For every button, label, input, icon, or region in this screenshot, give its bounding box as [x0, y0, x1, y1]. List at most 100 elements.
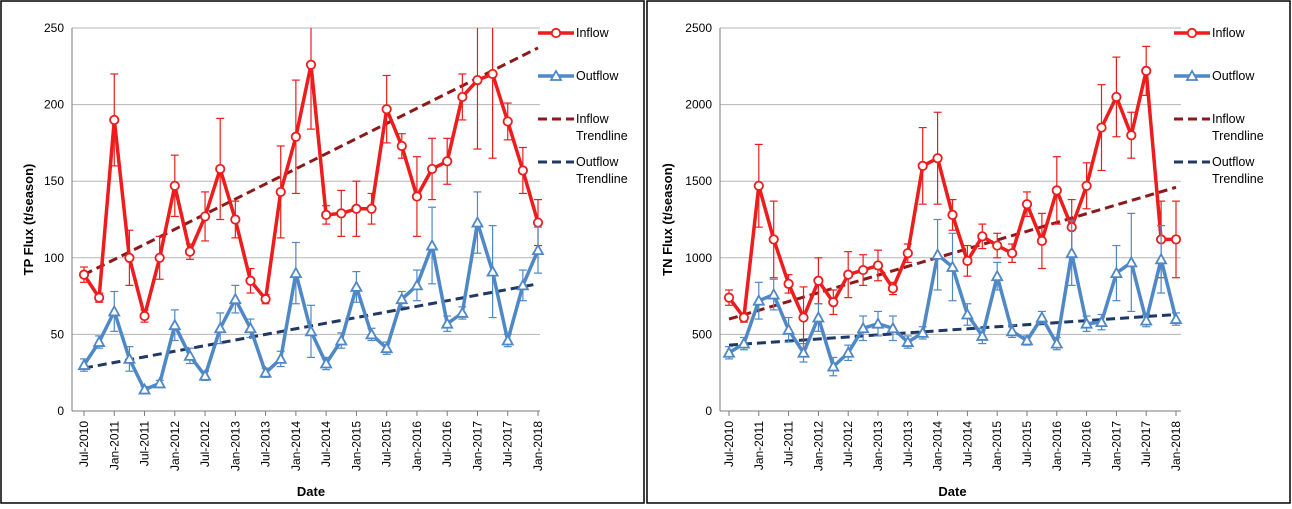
legend-marker — [549, 69, 563, 81]
y-tick-label: 0 — [57, 404, 64, 418]
legend-label: Outflow Trendline — [576, 155, 628, 186]
inflow-point — [442, 156, 453, 167]
legend-marker — [1185, 69, 1199, 81]
x-tick-label: Jan-2018 — [531, 421, 545, 471]
outflow-point — [752, 293, 766, 306]
legend-item-outflow: Outflow — [1174, 69, 1255, 83]
inflow-point — [1170, 234, 1182, 245]
outflow-point — [425, 238, 439, 251]
outflow-point — [486, 264, 500, 277]
y-tick-label: 200 — [44, 98, 64, 112]
outflow-point — [349, 280, 363, 292]
x-tick-label: Jul-2015 — [1020, 421, 1034, 467]
x-tick-label: Jan-2014 — [931, 421, 945, 471]
inflow-point — [1006, 248, 1018, 259]
inflow-point — [199, 211, 211, 222]
outflow-point — [960, 307, 974, 320]
x-tick-label: Jan-2011 — [752, 421, 766, 470]
outflow-point — [138, 382, 152, 395]
x-axis-title: Date — [938, 484, 966, 499]
x-tick-label: Jan-2013 — [228, 421, 242, 471]
inflow-point — [336, 208, 347, 219]
outflow-point — [826, 359, 840, 372]
outflow-point — [213, 321, 227, 334]
outflow-point — [1005, 324, 1019, 337]
x-tick-label: Jul-2016 — [1080, 421, 1094, 467]
x-tick-label: Jul-2016 — [440, 421, 454, 467]
outflow-point — [259, 365, 273, 378]
outflow-point — [516, 278, 530, 291]
outflow-point — [304, 324, 318, 337]
inflow-point — [124, 252, 135, 263]
y-tick-label: 2000 — [685, 98, 712, 112]
outflow-point — [153, 376, 167, 389]
legend-item-inflow-trendline: Inflow Trendline — [538, 112, 628, 143]
outflow-point — [274, 352, 288, 364]
inflow-point — [230, 214, 241, 225]
outflow-point — [122, 352, 136, 364]
x-tick-label: Jul-2013 — [259, 421, 273, 467]
outflow-point — [945, 260, 960, 272]
legend-item-inflow: Inflow — [1174, 26, 1246, 40]
inflow-point — [321, 209, 332, 221]
inflow-error-bar — [473, 28, 482, 150]
legend-item-inflow-trendline: Inflow Trendline — [1174, 112, 1264, 143]
inflow-point — [723, 292, 735, 303]
outflow-point — [198, 368, 212, 381]
inflow-point — [977, 231, 988, 242]
y-tick-label: 250 — [44, 21, 64, 35]
legend-item-outflow-trendline: Outflow Trendline — [538, 155, 628, 186]
x-tick-label: Jul-2014 — [960, 421, 974, 467]
inflow-point — [139, 310, 150, 322]
inflow-point — [532, 217, 544, 228]
x-tick-label: Jan-2016 — [410, 421, 424, 471]
x-tick-label: Jul-2012 — [841, 421, 855, 467]
inflow-point — [872, 260, 884, 271]
outflow-point — [1139, 313, 1153, 326]
inflow-point — [457, 91, 468, 103]
inflow-point — [932, 153, 943, 164]
outflow-point — [531, 243, 545, 256]
inflow-point — [169, 180, 180, 191]
inflow-point — [245, 275, 256, 286]
tp-flux-chart-panel: 0 50 100 150 200 250 Jul-2010 Jan-2011 Jul-2011 J… — [0, 0, 646, 504]
inflow-point — [753, 180, 764, 191]
inflow-point — [396, 140, 407, 152]
outflow-point — [841, 345, 855, 358]
y-axis-title: TP Flux (t/season) — [21, 164, 36, 276]
outflow-point — [334, 333, 348, 346]
inflow-point — [917, 160, 928, 171]
legend-marker — [1186, 27, 1198, 39]
inflow-point — [472, 74, 483, 86]
inflow-point — [215, 163, 226, 175]
inflow-point — [154, 252, 165, 263]
x-tick-label: Jul-2014 — [319, 421, 333, 467]
x-tick-label: Jan-2013 — [871, 421, 885, 471]
inflow-point — [992, 240, 1003, 251]
outflow-point — [455, 306, 469, 318]
inflow-point — [1141, 65, 1152, 76]
outflow-point — [1094, 315, 1109, 328]
inflow-point — [887, 283, 898, 294]
inflow-point — [962, 255, 973, 266]
outflow-point — [931, 247, 945, 260]
x-tick-label: Jan-2015 — [349, 421, 363, 471]
legend-label: Inflow Trendline — [576, 112, 628, 143]
x-tick-label: Jul-2011 — [138, 421, 152, 466]
inflow-point — [947, 209, 958, 221]
outflow-point — [811, 310, 825, 323]
outflow-point — [901, 335, 915, 347]
x-tick-label: Jan-2014 — [289, 421, 303, 471]
outflow-point — [722, 345, 736, 358]
inflow-point — [798, 312, 809, 323]
x-tick-label: Jul-2010 — [77, 421, 91, 467]
outflow-point — [1050, 336, 1064, 349]
inflow-point — [502, 116, 513, 127]
inflow-point — [1111, 91, 1122, 103]
y-tick-label: 100 — [44, 251, 64, 265]
outflow-point — [1065, 246, 1079, 259]
outflow-point — [289, 266, 303, 279]
x-tick-label: Jan-2017 — [1109, 421, 1123, 471]
outflow-point — [107, 304, 121, 317]
inflow-point — [109, 114, 120, 126]
